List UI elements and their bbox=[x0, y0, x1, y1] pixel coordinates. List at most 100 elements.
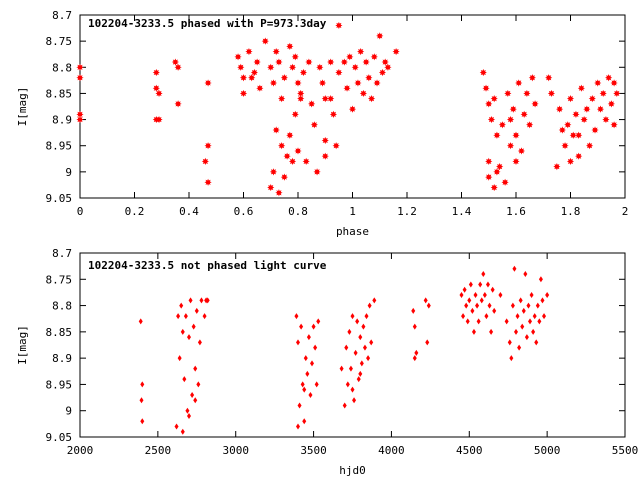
data-point bbox=[490, 95, 498, 103]
data-point bbox=[182, 376, 187, 383]
data-point bbox=[187, 412, 191, 419]
x-tick-label: 1.6 bbox=[506, 205, 526, 218]
data-point bbox=[155, 115, 163, 124]
x-tick-label: 3000 bbox=[222, 444, 249, 457]
x-tick-label: 4000 bbox=[378, 444, 405, 457]
data-point bbox=[357, 48, 365, 56]
data-point bbox=[174, 100, 182, 108]
data-point bbox=[373, 79, 381, 87]
data-point bbox=[556, 105, 564, 113]
data-point bbox=[361, 323, 366, 330]
data-point bbox=[176, 313, 181, 320]
data-point bbox=[572, 110, 580, 118]
data-point bbox=[280, 173, 288, 181]
data-point bbox=[596, 105, 605, 113]
data-point bbox=[366, 355, 371, 362]
data-point bbox=[346, 53, 354, 61]
unphased-panel: 2000 2500 3000 3500 4000 4500 5000 5500 8.7 8.75 8… bbox=[16, 247, 638, 477]
data-point bbox=[332, 142, 340, 150]
data-point bbox=[540, 297, 545, 304]
data-point bbox=[512, 265, 517, 272]
data-point bbox=[286, 131, 294, 139]
data-point bbox=[294, 79, 302, 87]
data-point bbox=[506, 115, 515, 124]
data-point bbox=[327, 95, 335, 103]
data-point bbox=[412, 355, 417, 362]
data-point bbox=[532, 313, 537, 320]
data-point bbox=[288, 63, 297, 71]
data-point bbox=[426, 302, 431, 309]
data-point bbox=[348, 365, 353, 372]
y-tick-label: 8.75 bbox=[46, 273, 73, 286]
chart-title-unphased: 102204-3233.5 not phased light curve bbox=[88, 259, 327, 272]
data-point bbox=[76, 74, 84, 82]
data-point bbox=[498, 292, 503, 299]
data-point bbox=[204, 142, 212, 150]
data-point bbox=[303, 355, 308, 362]
y-tick-label: 8.8 bbox=[52, 300, 72, 313]
data-point bbox=[510, 302, 515, 309]
y-tick-label: 8.85 bbox=[46, 87, 73, 100]
data-point bbox=[594, 79, 602, 87]
data-point bbox=[291, 110, 299, 118]
data-point bbox=[261, 37, 269, 45]
data-point bbox=[299, 323, 304, 330]
data-point bbox=[485, 173, 493, 181]
data-point bbox=[343, 84, 351, 92]
data-point bbox=[482, 84, 490, 92]
data-point bbox=[191, 323, 196, 330]
data-point bbox=[237, 63, 245, 71]
data-point bbox=[537, 318, 542, 325]
data-point bbox=[468, 281, 473, 288]
data-point bbox=[355, 318, 360, 325]
x-tick-label: 5500 bbox=[612, 444, 639, 457]
y-tick-label: 8.95 bbox=[46, 140, 73, 153]
data-point bbox=[464, 302, 469, 309]
points-phased bbox=[76, 21, 621, 197]
data-point bbox=[506, 142, 515, 150]
data-point bbox=[250, 68, 258, 77]
y-axis-label-phased: I[mag] bbox=[16, 87, 29, 127]
data-point bbox=[610, 79, 618, 87]
data-point bbox=[269, 168, 278, 176]
data-point bbox=[599, 89, 607, 98]
data-point bbox=[202, 313, 207, 320]
data-point bbox=[239, 74, 248, 82]
data-point bbox=[423, 297, 428, 304]
data-point bbox=[381, 58, 389, 66]
data-point bbox=[354, 79, 362, 87]
data-point bbox=[545, 74, 553, 82]
x-tick-label: 1.2 bbox=[397, 205, 417, 218]
data-point bbox=[248, 74, 256, 82]
data-point bbox=[610, 121, 618, 129]
data-point bbox=[392, 48, 400, 56]
data-point bbox=[364, 313, 369, 320]
data-point bbox=[411, 307, 416, 314]
data-point bbox=[365, 74, 373, 82]
data-point bbox=[613, 89, 621, 98]
y-tick-label: 9 bbox=[65, 405, 72, 418]
data-point bbox=[481, 271, 486, 278]
data-point bbox=[275, 58, 283, 66]
data-point bbox=[461, 313, 466, 320]
data-point bbox=[305, 58, 313, 66]
data-point bbox=[352, 397, 357, 404]
data-point bbox=[313, 168, 321, 176]
data-point bbox=[501, 178, 509, 186]
data-point bbox=[545, 292, 550, 299]
data-point bbox=[308, 391, 313, 398]
data-point bbox=[479, 68, 487, 77]
data-point bbox=[490, 286, 495, 293]
phased-panel: 0 0.2 0.4 0.6 0.8 1 1.2 1.4 1.6 1.8 2 8.7 8.75 8.8 8.8… bbox=[16, 9, 628, 238]
data-point bbox=[183, 313, 188, 320]
y-tick-label: 8.7 bbox=[52, 247, 72, 260]
data-point bbox=[187, 334, 191, 341]
data-point bbox=[475, 302, 480, 309]
data-point bbox=[306, 334, 311, 341]
data-point bbox=[561, 142, 569, 150]
data-point bbox=[577, 84, 585, 92]
data-point bbox=[180, 428, 185, 435]
data-point bbox=[280, 74, 288, 82]
data-point bbox=[566, 95, 575, 103]
data-point bbox=[520, 323, 525, 330]
